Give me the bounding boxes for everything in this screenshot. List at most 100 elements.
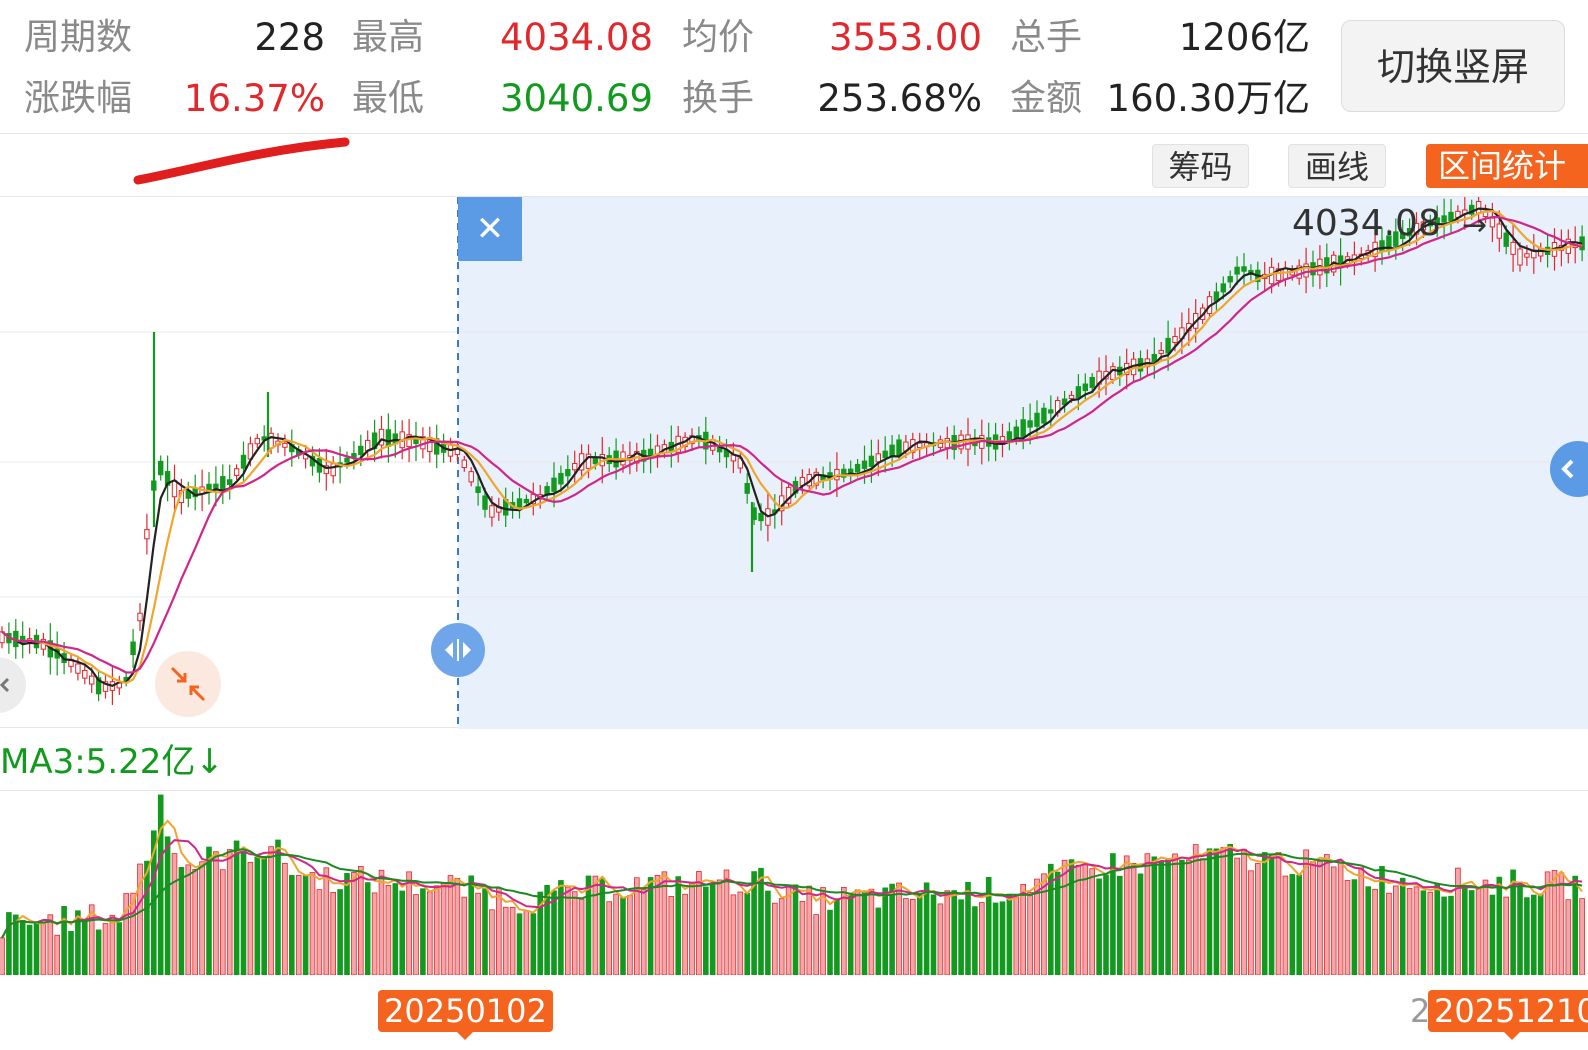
candle [1489, 217, 1496, 228]
volume-bar [226, 849, 233, 975]
volume-bar [1054, 871, 1061, 975]
candle [1386, 235, 1392, 250]
volume-bar [68, 930, 74, 975]
volume-bar [1503, 896, 1510, 975]
volume-bar [192, 869, 199, 975]
volume-bar [923, 882, 930, 975]
range-selection-area[interactable] [458, 197, 1588, 729]
candle [1517, 248, 1523, 266]
volume-bar [937, 903, 944, 975]
candle [896, 439, 902, 456]
close-range-button[interactable]: ✕ [458, 197, 522, 261]
volume-bar [537, 891, 543, 975]
scroll-right-button[interactable] [1550, 441, 1588, 497]
volume-bar [157, 794, 164, 975]
candle [1282, 268, 1289, 280]
volume-bar [344, 873, 350, 975]
volume-chart[interactable] [0, 791, 1588, 975]
scroll-left-button[interactable] [0, 657, 26, 713]
candle [468, 471, 474, 483]
volume-bar [1344, 880, 1351, 975]
candle [461, 459, 468, 469]
chevron-left-icon [1561, 459, 1574, 479]
low-label: 最低 [352, 78, 425, 119]
candle [1227, 276, 1233, 283]
volume-bar [703, 886, 709, 975]
volume-bar [627, 895, 633, 975]
volume-bar [1255, 863, 1261, 975]
volume-bar [778, 898, 785, 975]
candle [854, 463, 861, 473]
volume-bar [847, 894, 854, 975]
volume-bar [1427, 891, 1434, 975]
volume-bar [689, 881, 695, 975]
volume-bar [592, 875, 599, 975]
volume-bar [1524, 897, 1530, 975]
volume-bar [1399, 877, 1406, 975]
volume-bar [530, 913, 537, 975]
kline-panel[interactable]: 4034.08 → ✕ [0, 196, 1588, 729]
period-count-value: 228 [254, 16, 325, 59]
vol-ma-mid-line [1, 839, 1583, 939]
candle [1027, 420, 1033, 428]
volume-bar [696, 871, 702, 975]
candle [875, 453, 881, 463]
volume-bar [130, 892, 136, 975]
total-hands-value: 1206亿 [1178, 16, 1310, 59]
volume-bar [578, 898, 585, 975]
volume-bar [889, 883, 895, 975]
volume-bar [364, 882, 371, 975]
volume-bar [1096, 878, 1102, 975]
volume-bar [461, 896, 468, 975]
draw-line-button[interactable]: 画线 [1288, 144, 1386, 188]
candle [868, 455, 875, 467]
candle [565, 469, 571, 477]
range-drag-handle[interactable] [431, 623, 485, 677]
volume-bar [1186, 859, 1192, 975]
volume-bar [1199, 858, 1206, 975]
volume-bar [758, 867, 764, 975]
collapse-button[interactable] [155, 651, 221, 717]
volume-bar [1227, 843, 1234, 975]
volume-bar [1468, 890, 1475, 975]
volume-bar [854, 889, 861, 975]
change-label: 涨跌幅 [24, 78, 133, 119]
chips-button[interactable]: 筹码 [1152, 144, 1249, 188]
volume-bar [723, 869, 730, 975]
volume-bar [1489, 894, 1496, 975]
volume-bar [123, 893, 130, 975]
volume-bar [1172, 853, 1178, 975]
ma-long-line [1, 215, 1583, 674]
volume-ma-label: MA3:5.22亿↓ [0, 742, 224, 782]
candle [1524, 253, 1530, 258]
candle [1165, 337, 1171, 354]
switch-portrait-button[interactable]: 切换竖屏 [1341, 20, 1565, 112]
volume-bar [1510, 869, 1516, 975]
volume-panel[interactable] [0, 790, 1588, 975]
kline-chart[interactable]: 4034.08 → [0, 197, 1588, 729]
range-stats-button[interactable]: 区间统计 [1426, 144, 1588, 188]
volume-bar [1579, 898, 1585, 975]
volume-bar [992, 902, 999, 975]
candle [413, 438, 419, 445]
candle [1020, 419, 1026, 437]
volume-bar [288, 874, 295, 975]
candle [95, 677, 102, 695]
volume-bar [12, 914, 19, 975]
volume-bar [571, 891, 578, 975]
volume-bar [682, 893, 688, 975]
volume-bar [799, 900, 806, 975]
candle [1296, 265, 1302, 279]
volume-bar [1565, 899, 1572, 975]
volume-bar [0, 937, 5, 975]
volume-bar [475, 892, 481, 975]
candle [1324, 257, 1330, 274]
volume-bar [447, 875, 454, 975]
chevron-left-icon [0, 677, 10, 693]
amount-value: 160.30万亿 [1106, 77, 1310, 120]
volume-bar [144, 860, 150, 975]
volume-bar [1110, 853, 1116, 975]
candle [1241, 266, 1247, 272]
candle [572, 463, 578, 471]
total-hands-label: 总手 [1010, 17, 1083, 58]
